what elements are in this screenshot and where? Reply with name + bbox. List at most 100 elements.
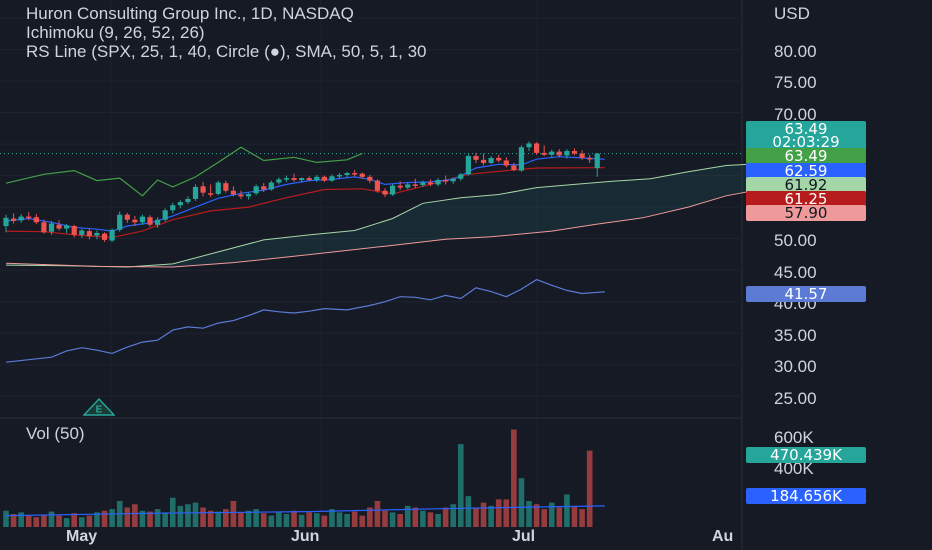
candle-body bbox=[503, 160, 509, 166]
candle-body bbox=[132, 219, 138, 223]
candle-body bbox=[336, 174, 343, 177]
candle-body bbox=[10, 218, 17, 221]
volume-bar bbox=[548, 502, 555, 527]
volume-bar bbox=[162, 512, 168, 527]
candle-body bbox=[230, 190, 236, 195]
candle-body bbox=[314, 176, 320, 181]
volume-bar bbox=[200, 507, 206, 527]
candle-body bbox=[465, 156, 471, 175]
rs-line-badge: 41.57 bbox=[746, 286, 866, 302]
candle-body bbox=[185, 198, 191, 203]
volume-bar bbox=[533, 504, 540, 527]
price-tick: 45.00 bbox=[774, 263, 817, 282]
candle-body bbox=[253, 186, 259, 194]
candle-body bbox=[427, 182, 434, 185]
volume-bar bbox=[56, 515, 62, 527]
volume-bar bbox=[336, 512, 343, 527]
volume-bar bbox=[503, 499, 510, 527]
volume-legend[interactable]: Vol (50) bbox=[26, 424, 85, 443]
volume-bar bbox=[298, 514, 305, 527]
candle-body bbox=[321, 176, 327, 181]
volume-bar bbox=[412, 507, 419, 527]
volume-bar bbox=[41, 514, 47, 527]
candle-body bbox=[389, 185, 396, 195]
volume-bar bbox=[579, 509, 585, 527]
candle-body bbox=[496, 157, 502, 161]
volume-bar bbox=[207, 510, 214, 527]
rs-line-legend[interactable]: RS Line (SPX, 25, 1, 40, Circle (●), SMA… bbox=[26, 42, 427, 61]
last-price-badge: 63.49 bbox=[746, 121, 866, 137]
volume-bar bbox=[313, 513, 320, 527]
candle-body bbox=[117, 214, 123, 230]
volume-bar bbox=[238, 512, 244, 527]
volume-bar bbox=[124, 507, 131, 527]
candle-body bbox=[556, 151, 562, 156]
volume-bar bbox=[511, 429, 517, 527]
volume-bar bbox=[10, 514, 17, 527]
candle-body bbox=[579, 153, 585, 158]
candle-body bbox=[124, 214, 130, 220]
volume-bar bbox=[495, 499, 502, 527]
volume-bar bbox=[230, 501, 237, 527]
ichimoku-cloud bbox=[6, 163, 764, 267]
volume-bar bbox=[86, 515, 93, 527]
volume-bar bbox=[79, 517, 85, 527]
earnings-event-icon[interactable]: E bbox=[83, 398, 115, 416]
volume-bar bbox=[268, 515, 275, 527]
candle-body bbox=[64, 225, 70, 229]
candle-body bbox=[56, 224, 62, 229]
x-tick-may: May bbox=[66, 528, 98, 545]
volume-bar bbox=[48, 511, 55, 527]
chart-title: Huron Consulting Group Inc., 1D, NASDAQ bbox=[26, 4, 354, 23]
candle-body bbox=[200, 186, 206, 193]
candle-body bbox=[594, 153, 600, 169]
senkou-span-a-line bbox=[5, 163, 765, 268]
candle-body bbox=[147, 217, 153, 225]
candle-body bbox=[162, 210, 168, 220]
candle-body bbox=[518, 147, 525, 171]
senkou-a-badge: 61.92 bbox=[746, 177, 866, 193]
ichimoku-legend[interactable]: Ichimoku (9, 26, 52, 26) bbox=[26, 23, 205, 42]
candle-body bbox=[526, 143, 532, 148]
volume-bar bbox=[291, 510, 297, 527]
candle-body bbox=[3, 217, 9, 227]
candle-body bbox=[48, 223, 55, 232]
candle-body bbox=[170, 205, 176, 211]
svg-text:E: E bbox=[96, 405, 103, 416]
candle-body bbox=[488, 157, 494, 163]
price-tick: 75.00 bbox=[774, 73, 817, 92]
chikou-span-line bbox=[5, 146, 363, 197]
volume-bar bbox=[526, 501, 532, 527]
candle-body bbox=[101, 233, 108, 240]
volume-bar bbox=[556, 507, 563, 527]
candle-body bbox=[473, 156, 479, 160]
volume-bar bbox=[359, 515, 366, 527]
volume-bar bbox=[215, 511, 222, 527]
volume-bar bbox=[192, 502, 199, 527]
candle-body bbox=[41, 222, 47, 233]
price-tick: 50.00 bbox=[774, 231, 817, 250]
candle-body bbox=[268, 182, 274, 190]
candle-body bbox=[139, 216, 146, 223]
candle-body bbox=[443, 180, 449, 182]
candle-body bbox=[18, 216, 24, 221]
candle-body bbox=[283, 178, 290, 180]
volume-bar bbox=[71, 513, 78, 527]
volume-bar bbox=[25, 515, 32, 527]
price-tick: 70.00 bbox=[774, 105, 817, 124]
senkou-span-b-line bbox=[5, 188, 765, 268]
volume-bar bbox=[223, 509, 229, 527]
volume-bar bbox=[185, 504, 191, 527]
candle-body bbox=[435, 180, 441, 185]
candle-body bbox=[238, 194, 244, 197]
volume-bar bbox=[450, 504, 457, 527]
candle-body bbox=[359, 173, 365, 177]
volume-bar bbox=[397, 514, 403, 527]
candle-body bbox=[344, 173, 350, 175]
candle-body bbox=[541, 152, 547, 155]
volume-bar bbox=[389, 512, 396, 527]
volume-bar bbox=[253, 509, 259, 527]
candle-body bbox=[26, 216, 32, 219]
candle-body bbox=[192, 186, 199, 199]
